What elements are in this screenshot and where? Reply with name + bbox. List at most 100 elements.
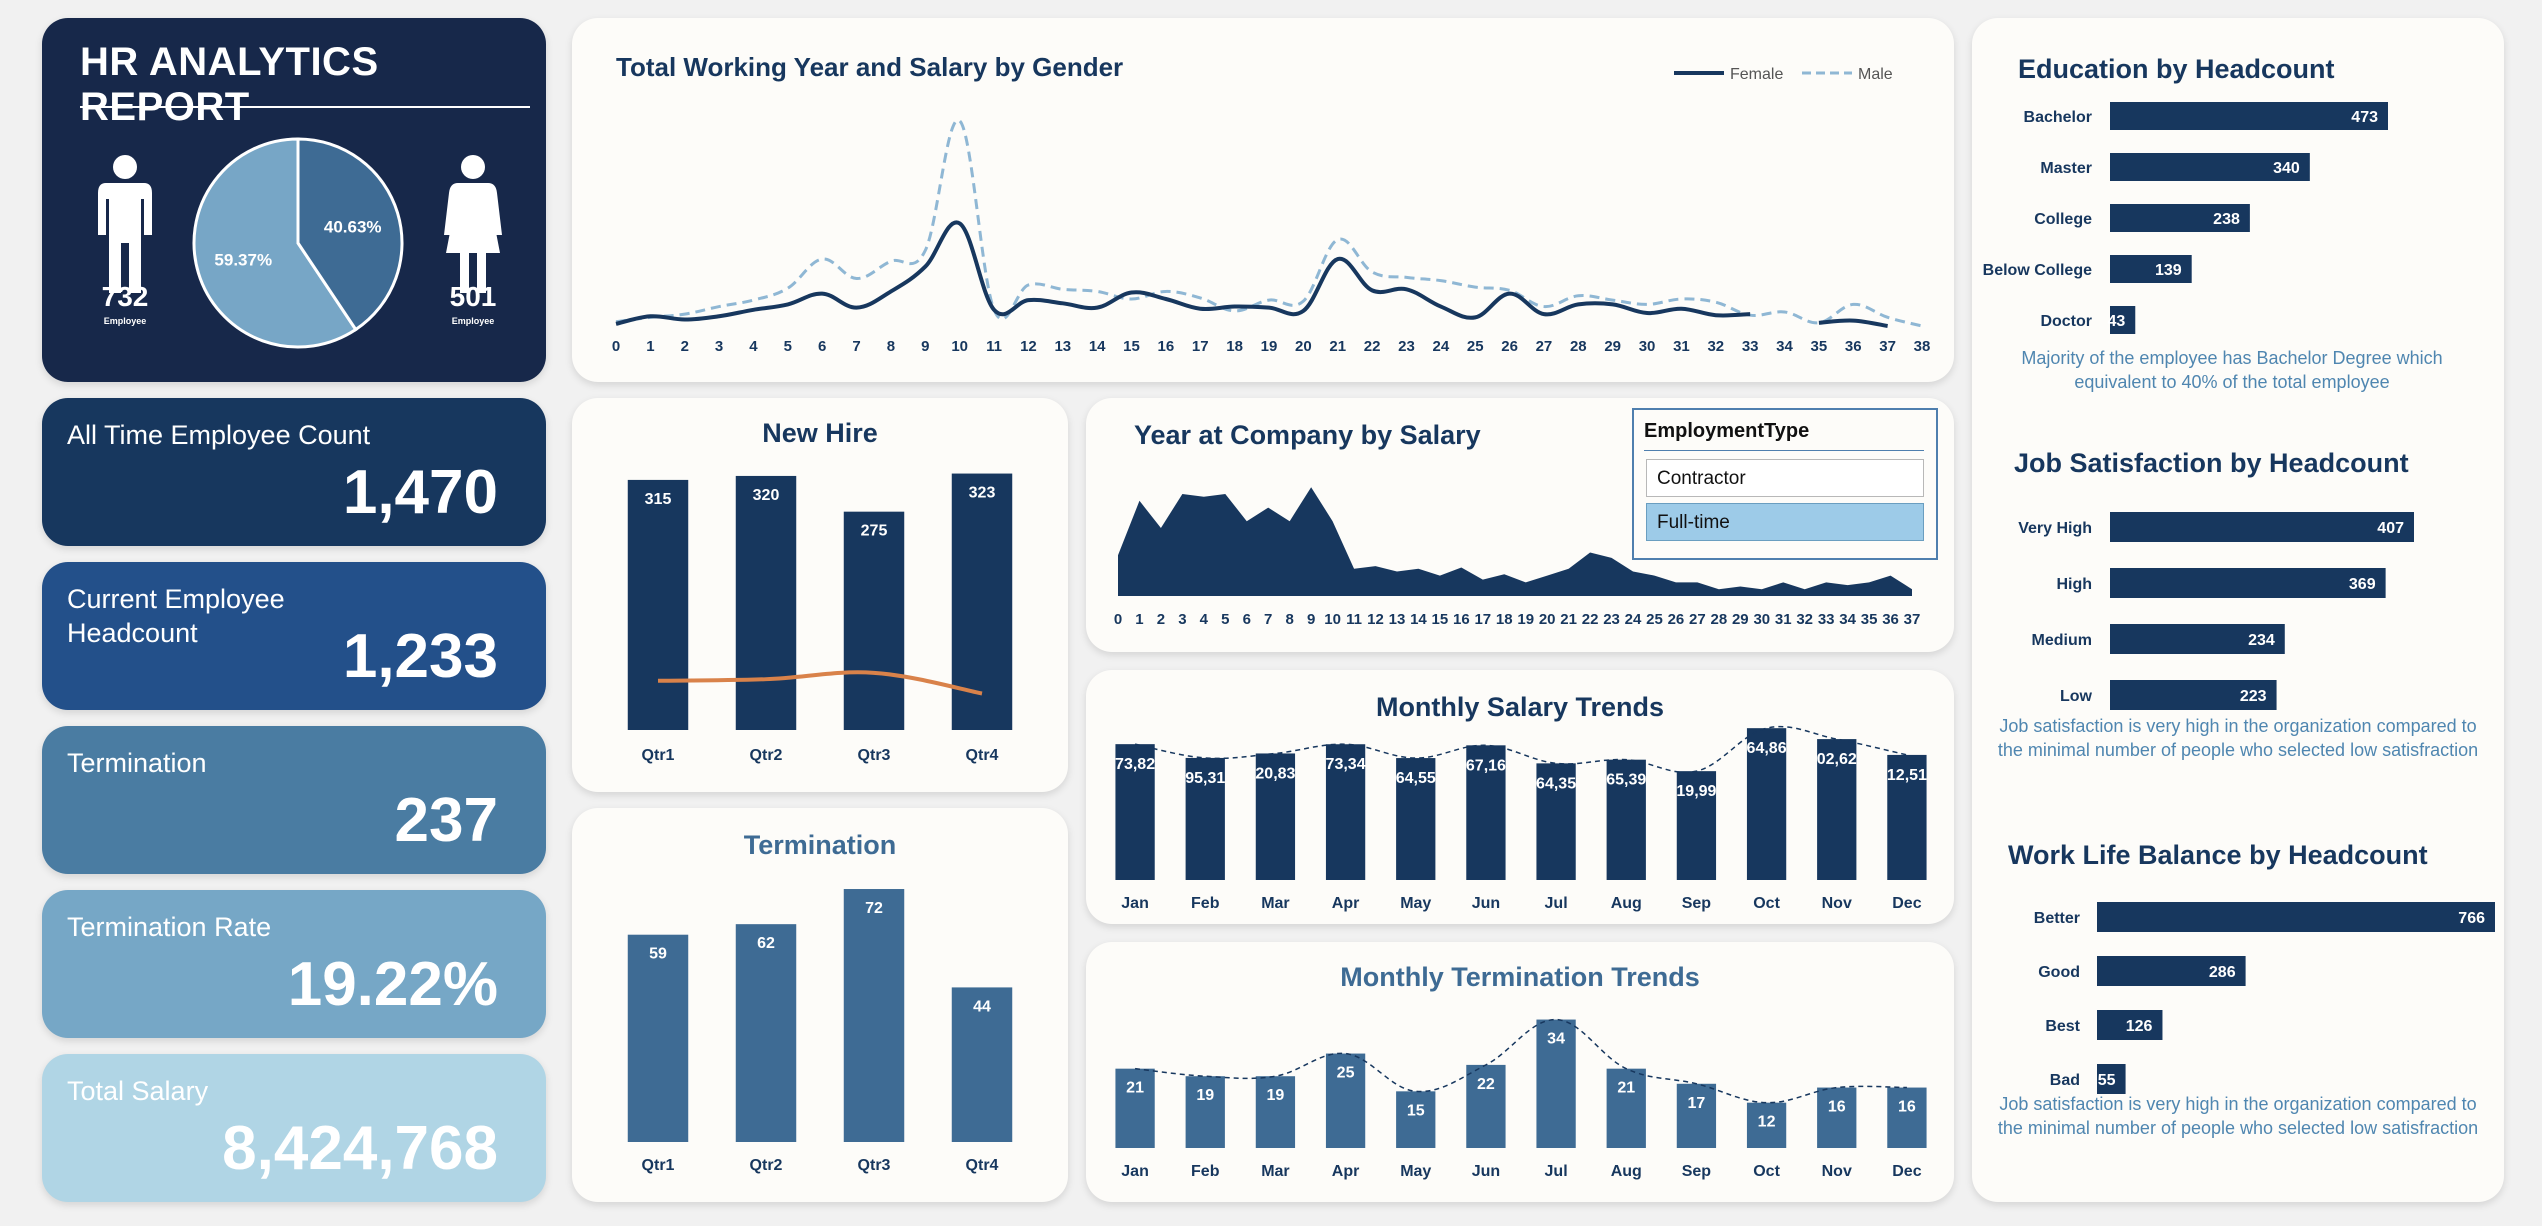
x-tick-label: 36 [1882, 611, 1899, 628]
x-tick-label: 29 [1604, 338, 1621, 355]
bar [2110, 512, 2414, 542]
data-label: 72 [865, 900, 883, 917]
kpi-termination: Termination 237 [42, 726, 546, 874]
new-hire-card: New Hire 315 Qtr1 320 Qtr2 275 Qtr3 323 Qtr4 [572, 398, 1068, 792]
bar [2097, 1064, 2126, 1094]
x-tick-label: Nov [1822, 895, 1852, 912]
chart-title: Termination [743, 830, 897, 860]
x-tick-label: 23 [1398, 338, 1415, 355]
pie-label: 40.63% [324, 217, 382, 236]
x-tick-label: 26 [1668, 611, 1685, 628]
data-label: 67,16 [1466, 757, 1506, 774]
x-tick-label: Oct [1753, 1163, 1780, 1180]
bar [1887, 754, 1927, 880]
x-tick-label: 10 [951, 338, 968, 355]
data-label: 12 [1758, 1114, 1776, 1131]
x-tick-label: Feb [1191, 1163, 1220, 1180]
bar [2110, 255, 2192, 283]
data-label: 73,34 [1326, 756, 1366, 773]
x-tick-label: 2 [681, 338, 689, 355]
data-label: 65,39 [1606, 772, 1646, 789]
bar [735, 475, 797, 730]
x-tick-label: 28 [1570, 338, 1587, 355]
x-tick-label: 17 [1474, 611, 1491, 628]
kpi-total-salary: Total Salary 8,424,768 [42, 1054, 546, 1202]
x-tick-label: 6 [1243, 611, 1251, 628]
kpi-label: Current Employee Headcount [67, 584, 285, 648]
trend-line [657, 670, 983, 696]
chart-title: Total Working Year and Salary by Gender [616, 52, 1124, 82]
slicer-option-fulltime[interactable]: Full-time [1646, 503, 1924, 541]
x-tick-label: 1 [646, 338, 654, 355]
x-tick-label: Jan [1121, 1163, 1149, 1180]
category-label: Bachelor [2024, 109, 2092, 126]
monthly-termination-card: Monthly Termination Trends 21 Jan 19 Feb 19 M… [1086, 942, 1954, 1202]
data-label: 43 [2107, 313, 2125, 330]
gender-pie: 59.37% 40.63% [192, 137, 404, 349]
bar [843, 511, 905, 730]
x-tick-label: 26 [1501, 338, 1518, 355]
x-tick-label: 21 [1329, 338, 1346, 355]
x-tick-label: 27 [1689, 611, 1706, 628]
bar [1255, 1076, 1296, 1148]
x-tick-label: 5 [784, 338, 792, 355]
data-label: 320 [753, 487, 780, 504]
data-label: 139 [2155, 262, 2182, 279]
category-label: Low [2060, 688, 2093, 705]
x-tick-label: Qtr3 [858, 1157, 891, 1174]
x-tick-label: 11 [1346, 611, 1362, 628]
bar [1185, 1076, 1225, 1148]
data-label: 20,83 [1255, 765, 1295, 782]
work-life-title: Work Life Balance by Headcount [2008, 840, 2428, 870]
data-label: 34 [1547, 1031, 1565, 1048]
bar [1817, 1087, 1857, 1148]
category-label: College [2034, 211, 2092, 228]
data-label: 223 [2240, 688, 2267, 705]
header-card: HR ANALYTICS REPORT 732 Employee 59.37% 4… [42, 18, 546, 382]
bar [1676, 1083, 1717, 1148]
data-label: 407 [2377, 520, 2404, 537]
x-tick-label: 14 [1089, 338, 1106, 355]
bar [2110, 204, 2250, 232]
kpi-value: 19.22% [287, 950, 498, 1019]
bar [843, 889, 905, 1142]
data-label: 64,55 [1396, 770, 1436, 787]
x-tick-label: Mar [1261, 1163, 1289, 1180]
job-satisfaction-note: Job satisfaction is very high in the org… [1997, 716, 2479, 760]
bar [1817, 739, 1857, 880]
category-label: Best [2045, 1018, 2080, 1035]
chart-title: Year at Company by Salary [1134, 420, 1481, 450]
x-tick-label: 14 [1410, 611, 1427, 628]
x-tick-label: Qtr1 [642, 747, 675, 764]
bar [2110, 102, 2388, 130]
bar [951, 987, 1013, 1142]
year-at-company-chart: 0 1 2 3 4 5 6 7 8 9 10 11 12 13 14 15 16 17 18 19 20 21 22 23 24… [1114, 487, 1921, 628]
data-label: 126 [2126, 1018, 2153, 1035]
x-tick-label: 9 [1307, 611, 1315, 628]
data-label: 64,35 [1536, 775, 1576, 792]
bar [1115, 1068, 1155, 1148]
data-label: 15 [1407, 1102, 1425, 1119]
job-satisfaction-chart: Very High 407 High 369 Medium 234 Low 223 [2018, 512, 2414, 710]
x-tick-label: 27 [1536, 338, 1553, 355]
x-tick-label: Qtr3 [858, 747, 891, 764]
category-label: Master [2040, 160, 2092, 177]
data-label: 766 [2458, 910, 2485, 927]
x-tick-label: 3 [715, 338, 723, 355]
slicer-option-contractor[interactable]: Contractor [1646, 459, 1924, 497]
monthly-salary-chart: 73,82 Jan 95,31 Feb 20,83 Mar 73,34 Apr 64,55 May… [1115, 725, 1927, 912]
x-tick-label: Jun [1472, 895, 1500, 912]
x-tick-label: 37 [1904, 611, 1921, 628]
x-tick-label: Sep [1682, 895, 1712, 912]
x-tick-label: 15 [1432, 611, 1449, 628]
data-label: 286 [2209, 964, 2236, 981]
x-tick-label: Jun [1472, 1163, 1500, 1180]
work-life-chart: Better 766 Good 286 Best 126 Bad 55 [2034, 902, 2495, 1094]
x-tick-label: Oct [1753, 895, 1780, 912]
kpi-label: Termination Rate [67, 912, 272, 942]
trend-line [1134, 725, 1908, 774]
x-tick-label: 33 [1742, 338, 1759, 355]
x-tick-label: Qtr1 [642, 1157, 675, 1174]
x-tick-label: 18 [1496, 611, 1513, 628]
data-label: 22 [1477, 1076, 1495, 1093]
